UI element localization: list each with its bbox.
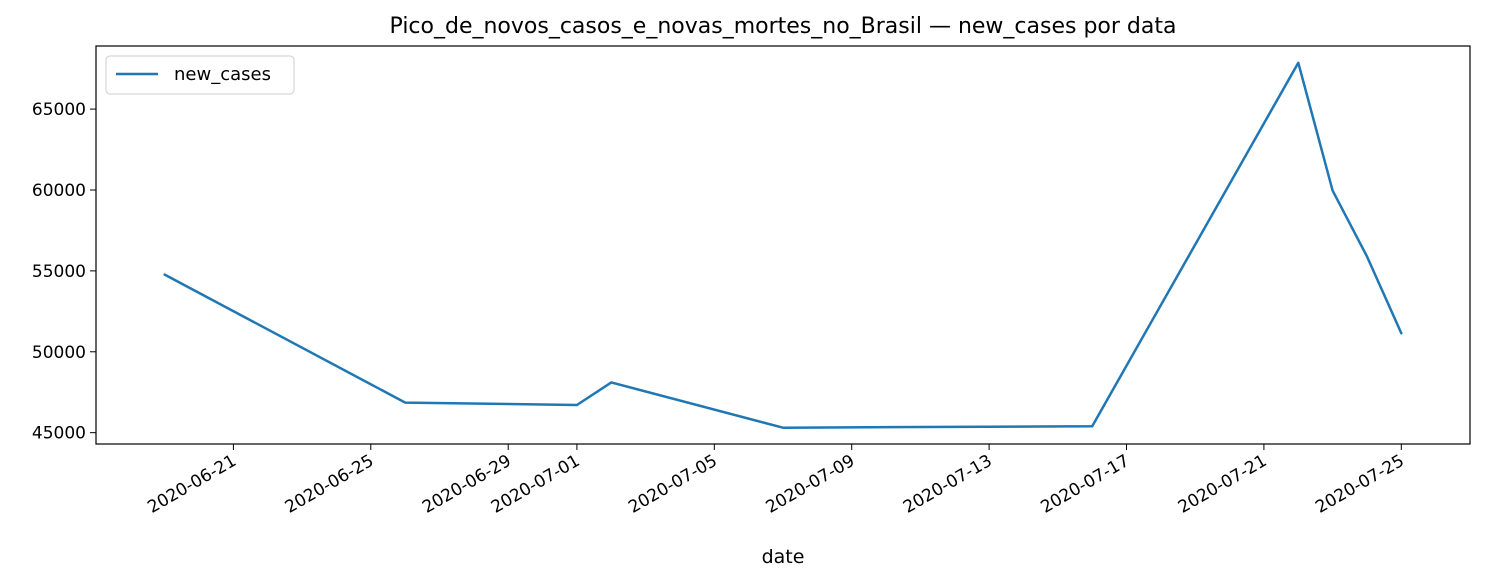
legend-box	[105, 55, 295, 95]
x-tick-label: 2020-07-21	[1175, 451, 1271, 518]
chart-title: Pico_de_novos_casos_e_novas_mortes_no_Br…	[390, 14, 1177, 39]
y-tick-label: 55000	[32, 262, 86, 282]
x-tick-label: 2020-07-13	[900, 451, 996, 518]
y-tick-label: 65000	[32, 100, 86, 120]
x-tick-label: 2020-06-25	[282, 451, 378, 518]
plot-area	[96, 46, 1470, 444]
x-tick-label: 2020-07-25	[1312, 451, 1408, 518]
y-tick-label: 45000	[32, 424, 86, 444]
legend: new_cases	[105, 55, 295, 95]
x-tick-label: 2020-07-09	[763, 451, 859, 518]
y-tick-label: 50000	[32, 343, 86, 363]
x-tick-label: 2020-07-05	[625, 451, 721, 518]
x-tick-label: 2020-06-21	[144, 451, 240, 518]
series-line-new_cases	[163, 61, 1403, 429]
y-tick-label: 60000	[32, 181, 86, 201]
x-axis-label: date	[762, 546, 805, 568]
y-axis-ticks: 45000 50000 55000 60000 65000	[32, 100, 96, 444]
series-lines	[163, 61, 1403, 429]
plot-frame	[95, 45, 1471, 445]
x-axis-ticks: 2020-06-21 2020-06-25 2020-06-292020-07-01…	[144, 444, 1408, 518]
x-tick-label: 2020-07-17	[1037, 451, 1133, 518]
legend-label: new_cases	[174, 64, 271, 85]
